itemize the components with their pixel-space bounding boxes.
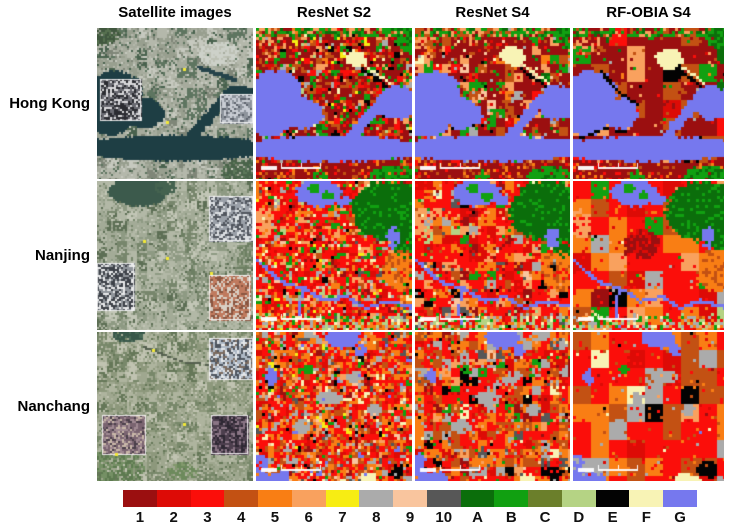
legend-item-F: F bbox=[629, 490, 664, 529]
legend-swatch-E bbox=[595, 490, 630, 507]
legend-item-7: 7 bbox=[325, 490, 360, 529]
legend-swatch-6 bbox=[291, 490, 326, 507]
panel-satellite-hong-kong bbox=[97, 28, 253, 179]
satellite-nanjing bbox=[97, 181, 253, 330]
legend-label-10: 10 bbox=[435, 509, 453, 526]
legend-item-C: C bbox=[528, 490, 562, 529]
legend: 1 2 3 4 5 6 7 8 9 10 A B C D E F G bbox=[123, 490, 698, 529]
legend-label-9: 9 bbox=[405, 509, 415, 526]
legend-label-6: 6 bbox=[304, 509, 313, 526]
panel-map-nanchang-resnet-s4 bbox=[415, 332, 570, 481]
legend-item-8: 8 bbox=[359, 490, 394, 529]
map-hong-kong-rf-obia-s4 bbox=[573, 28, 724, 179]
legend-item-2: 2 bbox=[156, 490, 191, 529]
legend-swatch-5 bbox=[258, 490, 292, 507]
legend-item-5: 5 bbox=[258, 490, 292, 529]
legend-label-5: 5 bbox=[270, 509, 280, 526]
map-nanjing-resnet-s2 bbox=[256, 181, 412, 330]
legend-item-1: 1 bbox=[123, 490, 157, 529]
legend-swatch-2 bbox=[156, 490, 191, 507]
legend-label-2: 2 bbox=[169, 509, 178, 526]
legend-swatch-4 bbox=[224, 490, 259, 507]
legend-swatch-A bbox=[460, 490, 495, 507]
legend-label-D: D bbox=[573, 509, 585, 526]
legend-label-4: 4 bbox=[237, 509, 246, 526]
map-nanjing-rf-obia-s4 bbox=[573, 181, 724, 330]
panel-map-nanchang-rf-obia-s4 bbox=[573, 332, 724, 481]
panel-map-hong-kong-resnet-s2 bbox=[256, 28, 412, 179]
map-nanjing-resnet-s4 bbox=[415, 181, 570, 330]
map-nanchang-rf-obia-s4 bbox=[573, 332, 724, 481]
row-label-nanchang: Nanchang bbox=[17, 398, 90, 415]
legend-label-G: G bbox=[674, 509, 686, 526]
row-label-hong-kong: Hong Kong bbox=[9, 95, 90, 112]
panel-map-hong-kong-rf-obia-s4 bbox=[573, 28, 724, 179]
legend-label-7: 7 bbox=[338, 509, 347, 526]
legend-item-B: B bbox=[494, 490, 529, 529]
legend-swatch-B bbox=[494, 490, 529, 507]
legend-swatch-D bbox=[561, 490, 596, 507]
legend-item-10: 10 bbox=[426, 490, 461, 529]
column-header-rf-obia-s4: RF-OBIA S4 bbox=[606, 4, 691, 21]
legend-swatch-7 bbox=[325, 490, 360, 507]
panel-map-nanchang-resnet-s2 bbox=[256, 332, 412, 481]
legend-swatch-F bbox=[629, 490, 664, 507]
panel-map-nanjing-rf-obia-s4 bbox=[573, 181, 724, 330]
satellite-hong-kong bbox=[97, 28, 253, 179]
legend-swatch-1 bbox=[123, 490, 157, 507]
panel-map-hong-kong-resnet-s4 bbox=[415, 28, 570, 179]
legend-swatch-8 bbox=[359, 490, 394, 507]
legend-item-A: A bbox=[460, 490, 495, 529]
legend-item-3: 3 bbox=[190, 490, 225, 529]
map-nanchang-resnet-s2 bbox=[256, 332, 412, 481]
legend-label-8: 8 bbox=[372, 509, 381, 526]
legend-swatch-10 bbox=[426, 490, 461, 507]
legend-swatch-3 bbox=[190, 490, 225, 507]
panel-map-nanjing-resnet-s4 bbox=[415, 181, 570, 330]
panel-map-nanjing-resnet-s2 bbox=[256, 181, 412, 330]
panel-satellite-nanjing bbox=[97, 181, 253, 330]
row-label-nanjing: Nanjing bbox=[35, 247, 90, 264]
legend-item-G: G bbox=[663, 490, 698, 529]
legend-swatch-G bbox=[663, 490, 698, 507]
panel-satellite-nanchang bbox=[97, 332, 253, 481]
legend-swatch-C bbox=[528, 490, 562, 507]
legend-item-E: E bbox=[595, 490, 630, 529]
legend-item-D: D bbox=[561, 490, 596, 529]
legend-item-6: 6 bbox=[291, 490, 326, 529]
legend-item-9: 9 bbox=[393, 490, 427, 529]
map-hong-kong-resnet-s2 bbox=[256, 28, 412, 179]
map-nanchang-resnet-s4 bbox=[415, 332, 570, 481]
legend-label-1: 1 bbox=[135, 509, 145, 526]
legend-swatch-9 bbox=[393, 490, 427, 507]
legend-label-E: E bbox=[607, 509, 618, 526]
legend-label-C: C bbox=[539, 509, 551, 526]
legend-label-3: 3 bbox=[203, 509, 212, 526]
legend-item-4: 4 bbox=[224, 490, 259, 529]
column-header-resnet-s2: ResNet S2 bbox=[296, 4, 372, 21]
column-header-resnet-s4: ResNet S4 bbox=[455, 4, 530, 21]
column-header-satellite-images: Satellite images bbox=[118, 4, 232, 21]
legend-label-A: A bbox=[472, 509, 483, 526]
map-hong-kong-resnet-s4 bbox=[415, 28, 570, 179]
legend-label-F: F bbox=[641, 509, 651, 526]
legend-label-B: B bbox=[505, 509, 517, 526]
satellite-nanchang bbox=[97, 332, 253, 481]
